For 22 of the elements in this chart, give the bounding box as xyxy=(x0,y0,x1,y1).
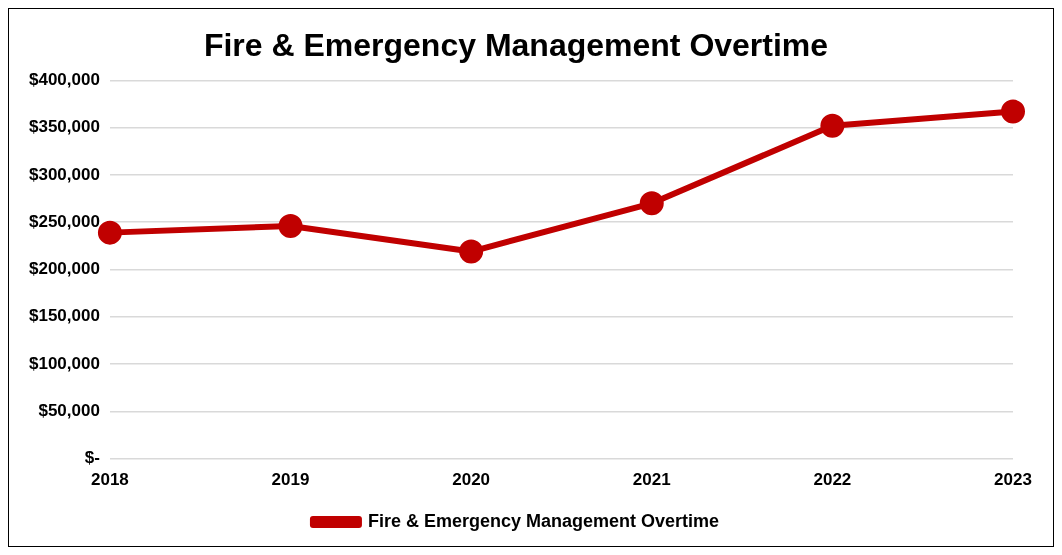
point xyxy=(820,113,845,138)
y-tick-label: $- xyxy=(84,448,100,468)
y-tick-label: $350,000 xyxy=(29,117,100,137)
point xyxy=(1001,99,1025,124)
y-tick-label: $300,000 xyxy=(29,164,100,184)
legend-label: Fire & Emergency Management Overtime xyxy=(367,510,720,531)
point xyxy=(278,214,303,239)
x-tick-label: 2020 xyxy=(452,470,491,490)
y-tick-label: $150,000 xyxy=(29,306,100,326)
x-tick-label: 2022 xyxy=(813,470,852,490)
point xyxy=(639,191,664,216)
point xyxy=(459,239,484,264)
x-tick-label: 2018 xyxy=(90,470,129,490)
y-tick-label: $400,000 xyxy=(29,70,100,90)
y-tick-label: $250,000 xyxy=(29,211,100,231)
y-tick-label: $50,000 xyxy=(38,401,100,421)
x-tick-label: 2023 xyxy=(994,470,1032,490)
x-tick-label: 2021 xyxy=(632,470,671,490)
chart-title: Fire & Emergency Management Overtime xyxy=(203,27,829,64)
y-tick-label: $200,000 xyxy=(29,259,100,279)
y-tick-label: $100,000 xyxy=(29,353,100,373)
x-tick-label: 2019 xyxy=(271,470,310,490)
